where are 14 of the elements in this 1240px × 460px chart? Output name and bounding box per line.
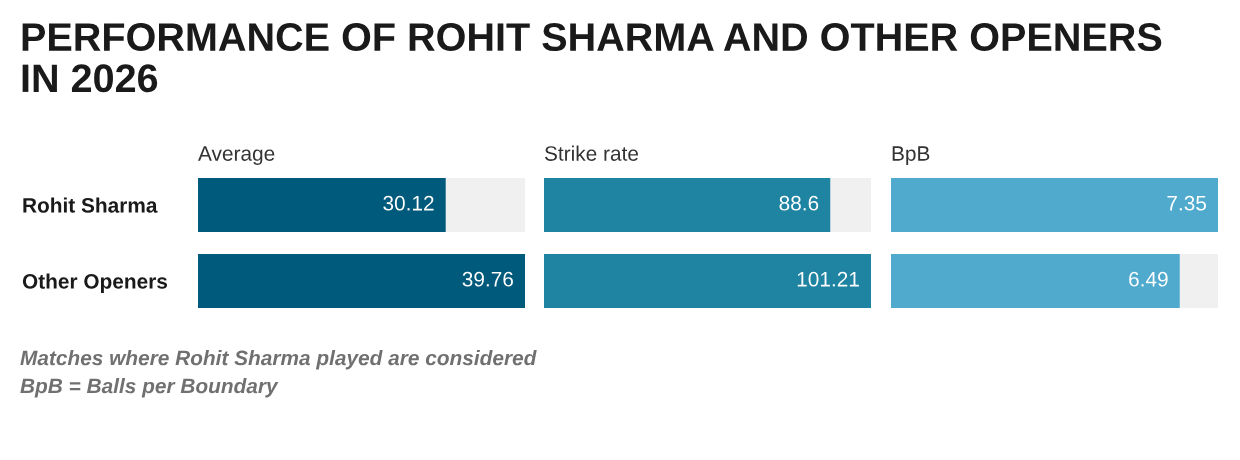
data-label: 7.35	[1167, 195, 1207, 211]
chart-subtitle: Strike rate	[544, 145, 639, 161]
data-label: 6.49	[1129, 271, 1168, 287]
data-label: 39.76	[462, 271, 513, 287]
data-label: 101.21	[797, 271, 859, 287]
chart-subtitle: BpB	[892, 146, 930, 165]
data-label: 88.6	[779, 195, 819, 211]
chart-subtitle: Average	[198, 146, 275, 165]
text: BpB = Balls per Boundary	[20, 378, 279, 398]
data-label: 30.12	[383, 195, 434, 211]
chart-title: PERFORMANCE OF ROHIT SHARMA AND OTHER OPENERS IN 2026	[22, 23, 1162, 93]
y-tick-label: Other Openers	[22, 273, 168, 293]
text: Matches where Rohit Sharma played are considered	[20, 350, 537, 370]
y-tick-label: Rohit Sharma	[23, 197, 158, 213]
